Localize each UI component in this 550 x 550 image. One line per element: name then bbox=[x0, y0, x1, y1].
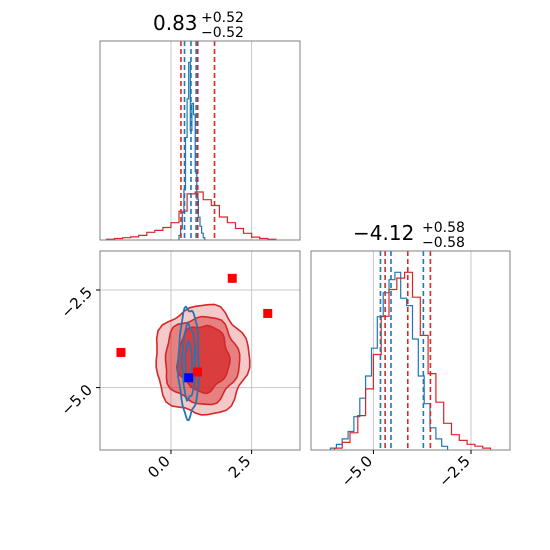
param1-title-upper: +0.52 bbox=[201, 10, 244, 26]
param2-red-histogram bbox=[333, 271, 492, 450]
joint-y-tick-label-0: −2.5 bbox=[58, 283, 96, 321]
param2-frame bbox=[310, 250, 511, 451]
param1-frame bbox=[99, 40, 301, 241]
param2-title-upper: +0.58 bbox=[422, 220, 465, 236]
param2-title-median: −4.12 bbox=[353, 221, 414, 245]
blue-contour-0 bbox=[176, 305, 200, 422]
param2-x-tick-label-0: −5.0 bbox=[338, 452, 376, 490]
param2-histogram-panel: −5.0 −2.5 bbox=[310, 250, 511, 491]
param2-title: −4.12 +0.58 −0.58 bbox=[353, 220, 465, 251]
red-marker-1 bbox=[263, 308, 273, 318]
param1-title-lower: −0.52 bbox=[201, 25, 244, 41]
joint-y-tick-label-1: −5.0 bbox=[58, 381, 96, 419]
param2-title-lower: −0.58 bbox=[422, 235, 465, 251]
red-marker-3 bbox=[192, 367, 202, 377]
param1-histogram-panel bbox=[99, 40, 301, 241]
param1-title-median: 0.83 bbox=[153, 11, 198, 35]
joint-x-tick-label-0: 0.0 bbox=[144, 452, 174, 482]
red-marker-2 bbox=[116, 347, 126, 357]
joint-x-tick-label-1: 2.5 bbox=[225, 452, 255, 482]
param1-red-histogram bbox=[105, 191, 277, 240]
joint-contour-panel: 0.0 2.5 −2.5 −5.0 bbox=[58, 250, 301, 482]
param1-blue-histogram bbox=[178, 61, 206, 240]
param1-title: 0.83 +0.52 −0.52 bbox=[153, 10, 244, 41]
red-marker-0 bbox=[227, 273, 237, 283]
joint-inner bbox=[100, 251, 300, 450]
blue-marker-0 bbox=[184, 373, 194, 383]
blue-contour-1 bbox=[180, 321, 197, 402]
param2-x-tick-label-1: −2.5 bbox=[435, 452, 473, 490]
joint-frame bbox=[99, 250, 301, 451]
